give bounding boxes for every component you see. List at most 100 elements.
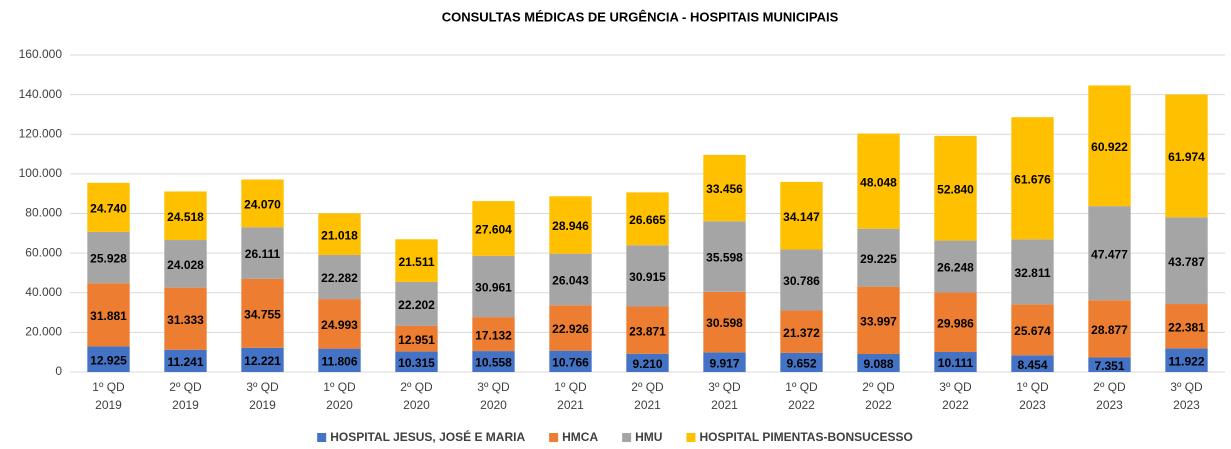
value-label: 8.454: [1017, 358, 1047, 372]
value-label: 24.518: [167, 210, 204, 224]
x-tick-label: 2022: [942, 398, 969, 412]
bar-segment: [164, 349, 207, 372]
x-tick-label: 2º QD: [1093, 380, 1126, 394]
value-label: 26.043: [552, 274, 589, 288]
x-tick-label: 3º QD: [939, 380, 972, 394]
x-tick-label: 2019: [249, 398, 276, 412]
value-label: 32.811: [1014, 266, 1050, 280]
value-label: 43.787: [1168, 255, 1205, 269]
legend-swatch: [317, 433, 327, 442]
x-tick-label: 2020: [480, 398, 507, 412]
value-label: 26.111: [245, 247, 281, 261]
bar-segment: [395, 351, 438, 372]
bar-segment: [780, 181, 823, 250]
bar-segment: [1088, 300, 1131, 358]
x-tick-label: 1º QD: [92, 380, 125, 394]
value-label: 29.986: [937, 316, 974, 330]
x-tick-label: 2º QD: [400, 380, 433, 394]
value-label: 9.088: [863, 357, 893, 371]
value-label: 30.786: [783, 274, 820, 288]
y-tick-label: 40.000: [25, 285, 62, 299]
x-tick-label: 3º QD: [1170, 380, 1203, 394]
bar-segment: [472, 317, 515, 352]
y-tick-label: 60.000: [25, 245, 62, 259]
bar-segment: [934, 292, 977, 352]
bar-segment: [780, 310, 823, 353]
value-label: 24.070: [244, 198, 281, 212]
value-label: 24.740: [90, 202, 127, 216]
value-label: 9.917: [709, 356, 739, 370]
value-label: 28.877: [1091, 323, 1128, 337]
bar-segment: [626, 192, 669, 246]
bar-segment: [857, 286, 900, 354]
bar-segment: [164, 287, 207, 350]
bar-segment: [703, 352, 746, 372]
y-tick-label: 20.000: [25, 325, 62, 339]
bar-segment: [472, 351, 515, 372]
bar-segment: [318, 348, 361, 372]
bar-segment: [549, 305, 592, 351]
bar-segment: [395, 281, 438, 326]
y-tick-label: 100.000: [19, 166, 63, 180]
x-tick-label: 1º QD: [1016, 380, 1049, 394]
bar-segment: [626, 306, 669, 354]
value-label: 61.974: [1168, 150, 1205, 164]
x-tick-label: 2022: [865, 398, 892, 412]
value-label: 25.674: [1014, 324, 1051, 338]
bar-segment: [780, 352, 823, 372]
bar-segment: [549, 196, 592, 254]
bar-segment: [549, 350, 592, 372]
value-label: 25.928: [90, 252, 127, 266]
bar-segment: [241, 227, 284, 279]
bar-segment: [318, 299, 361, 349]
x-tick-label: 3º QD: [708, 380, 741, 394]
value-label: 10.558: [475, 356, 512, 370]
value-label: 24.993: [321, 318, 358, 332]
bar-segment: [1088, 357, 1131, 372]
value-label: 10.111: [938, 356, 974, 370]
bar-segment: [87, 346, 130, 372]
value-label: 61.676: [1014, 172, 1051, 186]
x-tick-label: 2º QD: [862, 380, 895, 394]
bar-segment: [1011, 304, 1054, 356]
value-label: 24.028: [167, 258, 204, 272]
value-label: 21.511: [398, 255, 434, 269]
y-tick-label: 160.000: [19, 47, 63, 61]
value-label: 11.922: [1168, 354, 1204, 368]
value-label: 12.951: [398, 333, 435, 347]
value-label: 30.915: [629, 270, 666, 284]
bar-segment: [1011, 355, 1054, 372]
value-label: 11.806: [321, 354, 357, 368]
value-label: 22.282: [321, 271, 358, 285]
x-tick-label: 2023: [1173, 398, 1200, 412]
y-tick-label: 140.000: [19, 87, 63, 101]
x-tick-label: 2º QD: [169, 380, 202, 394]
value-label: 31.333: [167, 313, 204, 327]
bar-segment: [1165, 217, 1208, 305]
x-tick-label: 2023: [1096, 398, 1123, 412]
value-label: 30.961: [475, 281, 512, 295]
value-label: 28.946: [552, 219, 589, 233]
y-tick-label: 0: [55, 364, 62, 378]
x-tick-label: 1º QD: [554, 380, 587, 394]
value-label: 9.652: [786, 357, 816, 371]
bar-segment: [1165, 94, 1208, 218]
x-tick-label: 1º QD: [785, 380, 818, 394]
value-label: 10.315: [398, 356, 435, 370]
bar-segment: [164, 240, 207, 288]
value-label: 34.147: [783, 210, 820, 224]
value-label: 21.372: [783, 326, 820, 340]
value-label: 48.048: [860, 175, 897, 189]
value-label: 35.598: [706, 251, 743, 265]
bar-segment: [934, 135, 977, 241]
x-tick-label: 1º QD: [323, 380, 356, 394]
bar-segment: [87, 182, 130, 232]
value-label: 12.925: [90, 353, 127, 367]
bar-segment: [395, 325, 438, 352]
bar-segment: [318, 254, 361, 300]
value-label: 22.926: [552, 322, 589, 336]
legend-label: HOSPITAL PIMENTAS-BONSUCESSO: [699, 430, 912, 444]
value-label: 34.755: [244, 308, 281, 322]
bar-segment: [164, 191, 207, 241]
bar-segment: [703, 291, 746, 353]
